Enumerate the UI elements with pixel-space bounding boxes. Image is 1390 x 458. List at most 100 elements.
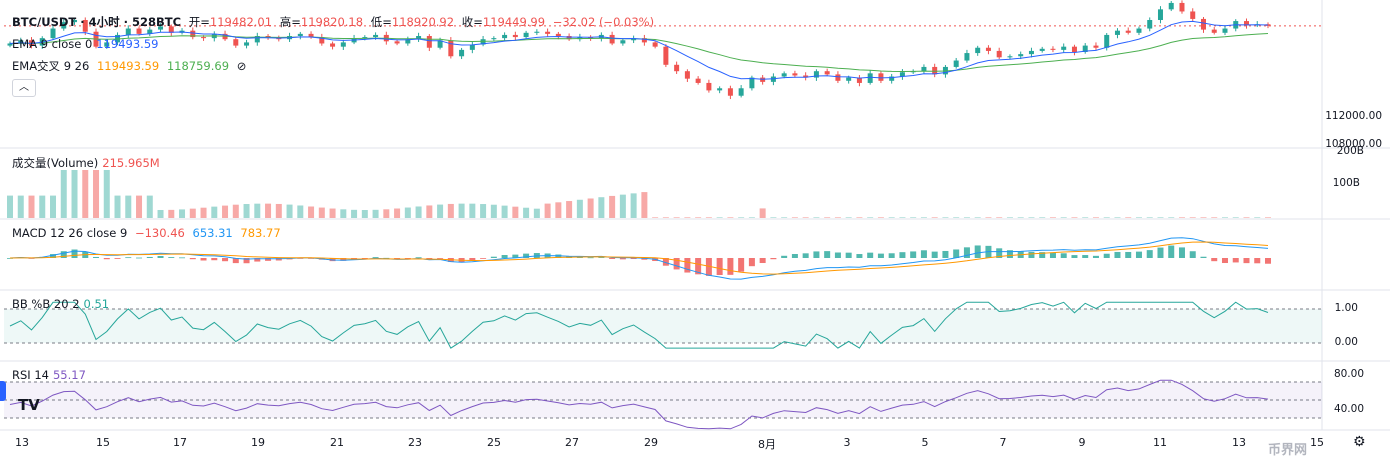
bb-legend[interactable]: BB %B 20 2 0.51 (12, 297, 113, 311)
macd-hist-bar (1103, 253, 1110, 258)
macd-hist-bar (963, 247, 970, 258)
candle-body (502, 34, 508, 39)
candle-body (706, 82, 712, 91)
volume-bar (82, 170, 89, 218)
macd-hist-bar (1114, 251, 1121, 258)
candle-body (760, 77, 766, 82)
candle-body (953, 60, 959, 67)
macd-hist-bar (232, 258, 239, 264)
macd-hist-bar (168, 257, 175, 258)
candle-body (641, 38, 647, 43)
macd-hist-bar (1221, 258, 1228, 264)
macd-hist-bar (834, 252, 841, 258)
date-label: 13 (1232, 436, 1246, 449)
volume-bar (265, 203, 272, 218)
volume-bar (1200, 217, 1207, 218)
volume-bar (39, 195, 46, 218)
pane-resize-handle[interactable] (0, 381, 6, 401)
macd-hist-bar (211, 258, 218, 261)
volume-bar (136, 195, 143, 218)
ema9-legend[interactable]: EMA 9 close 0 119493.59 (12, 37, 162, 51)
change-value: −32.02 (−0.03%) (552, 15, 655, 29)
volume-bar (7, 195, 13, 218)
volume-bar (200, 207, 207, 218)
volume-bar (824, 217, 831, 218)
macd-hist-bar (1157, 247, 1164, 258)
volume-bar (1168, 217, 1175, 218)
macd-hist-bar (71, 249, 78, 258)
candle-body (1093, 45, 1099, 48)
candle-body (50, 28, 56, 39)
macd-hist-bar (996, 248, 1003, 258)
macd-legend[interactable]: MACD 12 26 close 9 −130.46 653.31 783.77 (12, 226, 285, 240)
candle-body (684, 71, 690, 79)
volume-value: 215.965M (102, 156, 160, 170)
candle-body (1082, 45, 1088, 52)
macd-hist-bar (791, 254, 798, 258)
volume-bar (1189, 217, 1196, 218)
volume-bar (953, 217, 960, 218)
candle-body (1243, 21, 1249, 26)
date-label: 25 (487, 436, 501, 449)
volume-bar (93, 170, 100, 218)
candle-body (491, 38, 497, 40)
volume-bar (437, 204, 444, 218)
tradingview-logo[interactable]: TV (18, 396, 40, 414)
macd-hist-bar (705, 258, 712, 276)
rsi-line (9, 379, 1269, 430)
macd-hist-bar (1211, 258, 1218, 262)
low-label: 低= (370, 15, 392, 29)
macd-hist-bar (910, 251, 917, 258)
ema9-label: EMA 9 close 0 (12, 37, 93, 51)
volume-bar (1125, 217, 1132, 218)
volume-bar (1254, 217, 1261, 218)
macd-hist-bar (609, 258, 616, 260)
volume-bar (576, 199, 583, 218)
macd-hist-bar (662, 258, 669, 266)
volume-bar (50, 195, 57, 218)
volume-bar (931, 217, 938, 218)
volume-bar (211, 206, 218, 218)
rsi-label: RSI 14 (12, 368, 49, 382)
date-label: 7 (999, 436, 1007, 449)
high-label: 高= (279, 15, 301, 29)
symbol-title: BTC/USDT · 4小时 · 528BTC (12, 15, 182, 29)
volume-bar (372, 209, 379, 218)
bb-tick-0: 0.00 (1334, 336, 1358, 348)
volume-bar (996, 217, 1003, 218)
macd-hist-bar (189, 258, 196, 260)
hide-icon[interactable]: ⊘ (236, 59, 247, 73)
high-value: 119820.18 (300, 15, 364, 29)
macd-hist-bar (265, 258, 272, 261)
date-label: 11 (1153, 436, 1167, 449)
rsi-tick-80: 80.00 (1333, 368, 1364, 380)
macd-hist-bar (512, 254, 519, 258)
ema-cross-legend[interactable]: EMA交叉 9 26 119493.59 118759.69 ⊘ (12, 59, 250, 73)
macd-hist-bar (1039, 252, 1046, 258)
candle-body (480, 39, 486, 45)
bb-tick-1: 1.00 (1334, 302, 1358, 314)
ema-slow-price-tag: 118759.69 (1328, 73, 1390, 85)
volume-legend[interactable]: 成交量(Volume) 215.965M (12, 156, 164, 170)
volume-label: 成交量(Volume) (12, 156, 99, 170)
macd-hist-bar (243, 258, 250, 264)
macd-hist-bar (738, 258, 745, 272)
rsi-legend[interactable]: RSI 14 55.17 (12, 368, 90, 382)
volume-bar (1028, 217, 1035, 218)
volume-bar (652, 217, 659, 218)
macd-hist-bar (630, 258, 637, 260)
price-tick-112000: 112000.00 (1325, 110, 1382, 122)
volume-bar (845, 217, 852, 218)
volume-bar (899, 217, 906, 218)
candle-body (1211, 29, 1217, 33)
collapse-legend-button[interactable]: ︿ (12, 79, 36, 97)
candle-body (695, 78, 701, 83)
candle-body (297, 33, 303, 36)
candle-body (792, 73, 798, 76)
macd-hist-bar (200, 258, 207, 261)
volume-bar (1178, 217, 1185, 218)
crosshair-price-tag: 114610.03 (1328, 92, 1390, 104)
settings-gear-icon[interactable]: ⚙ (1353, 434, 1366, 450)
macd-hist-bar (877, 253, 884, 258)
